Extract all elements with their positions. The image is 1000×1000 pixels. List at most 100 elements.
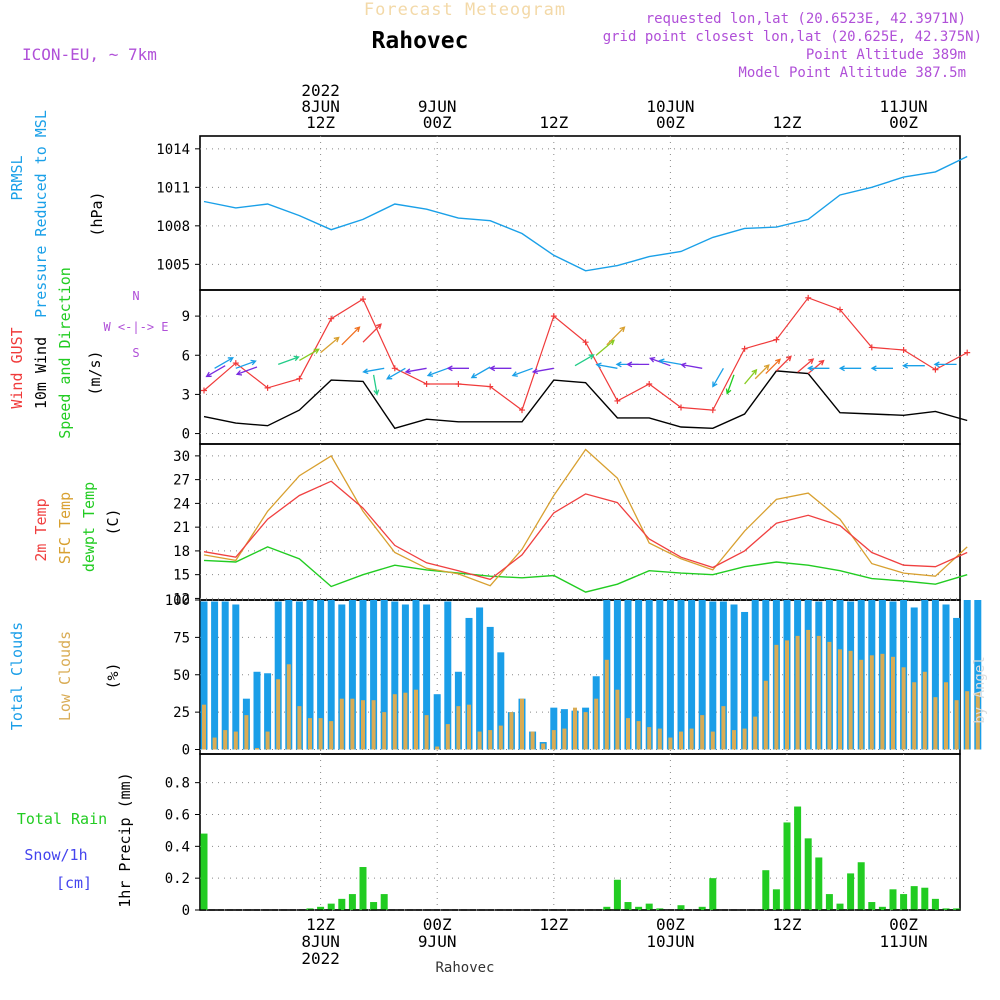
low-cloud-bar bbox=[838, 649, 842, 750]
rain-bar bbox=[656, 908, 664, 910]
side-labels: PRMSL Pressure Reduced to MSL (hPa) Wind GU… bbox=[8, 110, 169, 908]
total-cloud-bar bbox=[295, 601, 303, 750]
low-cloud-bar bbox=[361, 700, 365, 750]
low-cloud-bar bbox=[392, 694, 397, 750]
total-cloud-bar bbox=[401, 604, 409, 750]
y-tick-label: 0 bbox=[182, 903, 190, 919]
y-tick-label: 0.2 bbox=[165, 871, 190, 887]
total-cloud-bar bbox=[624, 600, 632, 750]
rain-bar bbox=[338, 898, 346, 910]
total-cloud-bar bbox=[465, 617, 473, 750]
gust-point bbox=[550, 313, 557, 320]
gust-point bbox=[773, 336, 780, 343]
requested-coords: requested lon,lat (20.6523E, 42.3971N) bbox=[646, 11, 966, 27]
y-tick-label: 21 bbox=[173, 520, 190, 536]
rain-bar bbox=[200, 833, 208, 910]
top-time-label: 12Z bbox=[773, 113, 802, 132]
total-cloud-bar bbox=[348, 600, 356, 750]
low-cloud-bar bbox=[445, 724, 450, 750]
pressure-panel: 1005 1008 1011 1014 bbox=[156, 135, 968, 291]
dewpt-label: dewpt Temp bbox=[80, 482, 98, 572]
wind-arrow bbox=[807, 365, 830, 372]
pressure-line bbox=[203, 155, 968, 272]
gust-point bbox=[932, 366, 939, 373]
rain-label: Total Rain bbox=[17, 810, 107, 828]
rain-bar bbox=[783, 822, 791, 910]
low-cloud-bar bbox=[933, 697, 938, 750]
total-cloud-bar bbox=[211, 601, 219, 750]
gust-point bbox=[232, 360, 239, 367]
top-time-label: 00Z bbox=[423, 113, 452, 132]
wind-arrow bbox=[933, 361, 957, 368]
rain-bar bbox=[370, 902, 378, 910]
total-cloud-bar bbox=[741, 611, 749, 750]
rain-bar bbox=[698, 906, 706, 910]
gust-point bbox=[646, 380, 653, 387]
gust-point bbox=[678, 404, 684, 411]
wind-arrow bbox=[712, 367, 724, 388]
compass-we: W <-|-> E bbox=[103, 320, 168, 334]
total-cloud-bar bbox=[688, 600, 696, 750]
panel-frame bbox=[199, 289, 961, 445]
top-time-label: 00Z bbox=[656, 113, 685, 132]
rain-bar bbox=[359, 867, 367, 910]
wind-arrow bbox=[838, 365, 862, 372]
low-cloud-bar bbox=[329, 721, 334, 750]
rain-bar bbox=[921, 887, 929, 910]
gust-point bbox=[900, 347, 907, 354]
wind-arrow bbox=[797, 358, 815, 373]
rain-bar bbox=[762, 870, 770, 910]
gust-point bbox=[614, 397, 621, 404]
y-tick-label: 25 bbox=[173, 705, 190, 721]
wind-arrow bbox=[341, 326, 361, 346]
low-cloud-bar bbox=[626, 718, 630, 750]
rain-bar bbox=[348, 894, 356, 910]
rain-bar bbox=[645, 903, 653, 910]
low-cloud-bar bbox=[668, 737, 673, 750]
low-cloud-bar bbox=[467, 704, 471, 750]
total-cloud-bar bbox=[719, 601, 727, 750]
sfc-temp-label: SFC Temp bbox=[56, 492, 74, 564]
total-cloud-bar bbox=[264, 673, 272, 750]
low-cloud-bar bbox=[647, 727, 652, 750]
total-cloud-bar bbox=[232, 604, 240, 750]
rain-bar bbox=[942, 908, 950, 910]
dewpoint-line bbox=[203, 546, 968, 593]
total-cloud-bar bbox=[550, 707, 558, 750]
bottom-time-label: 12Z bbox=[306, 915, 335, 934]
gridpoint-coords: grid point closest lon,lat (20.625E, 42.… bbox=[603, 29, 982, 45]
low-cloud-bar bbox=[774, 644, 779, 750]
total-cloud-bar bbox=[497, 652, 505, 750]
wind-arrow bbox=[531, 367, 554, 375]
bottom-time-label: 8JUN bbox=[301, 932, 340, 951]
wind-arrow bbox=[680, 362, 703, 369]
total-cloud-bar bbox=[412, 600, 420, 750]
y-tick-label: 100 bbox=[165, 593, 190, 609]
total-cloud-bar bbox=[444, 601, 452, 750]
total-cloud-bar bbox=[200, 601, 208, 750]
wind-arrow bbox=[362, 323, 382, 343]
low-cloud-bar bbox=[827, 641, 832, 750]
total-cloud-bar bbox=[953, 617, 961, 750]
wind-arrow bbox=[235, 366, 258, 376]
total-cloud-bar bbox=[942, 604, 950, 750]
y-tick-label: 1008 bbox=[156, 219, 190, 235]
low-cloud-bar bbox=[573, 707, 577, 750]
low-cloud-bar bbox=[689, 728, 694, 750]
model-altitude: Model Point Altitude 387.5m bbox=[738, 65, 966, 81]
rain-bar bbox=[815, 857, 823, 910]
low-cloud-bar bbox=[308, 718, 312, 750]
rain-bar bbox=[836, 903, 844, 910]
bottom-time-label: 10JUN bbox=[646, 932, 694, 951]
rain-bar bbox=[804, 838, 812, 910]
low-cloud-bar bbox=[753, 716, 758, 750]
low-cloud-bar bbox=[700, 715, 705, 750]
rain-bar bbox=[900, 894, 908, 910]
compass-n: N bbox=[132, 289, 139, 303]
wind-arrow bbox=[205, 365, 226, 378]
low-cloud-bar bbox=[477, 731, 482, 750]
low-cloud-bar bbox=[276, 679, 281, 750]
low-cloud-bar bbox=[816, 635, 821, 750]
total-cloud-bar bbox=[476, 607, 484, 750]
